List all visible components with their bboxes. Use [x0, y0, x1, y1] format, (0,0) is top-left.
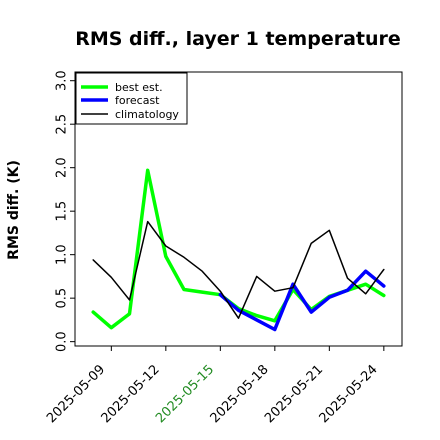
y-axis: 0.0 0.5 1.0 1.5 2.0 2.5 3.0	[55, 70, 75, 352]
legend-label-1: forecast	[115, 94, 160, 107]
y-tick-label: 0.5	[55, 288, 70, 309]
chart-title: RMS diff., layer 1 temperature	[75, 28, 401, 50]
y-tick-label: 1.0	[55, 244, 70, 265]
plot-frame	[74, 71, 403, 347]
series-line-2	[92, 220, 385, 319]
x-tick-label: 2025-05-24	[317, 362, 381, 426]
y-axis-label: RMS diff. (K)	[6, 160, 22, 260]
series-line-0	[91, 168, 386, 330]
y-tick-label: 0.0	[55, 331, 70, 352]
y-tick-label: 3.0	[55, 70, 70, 91]
y-tick-label: 1.5	[55, 201, 70, 222]
series-line-1	[218, 269, 386, 332]
x-axis: 2025-05-092025-05-122025-05-152025-05-18…	[44, 346, 385, 426]
legend-label-0: best est.	[115, 81, 163, 94]
y-tick-label: 2.0	[55, 157, 70, 178]
plot-area	[74, 71, 403, 347]
y-tick-label: 2.5	[55, 114, 70, 135]
legend-label-2: climatology	[115, 108, 179, 121]
